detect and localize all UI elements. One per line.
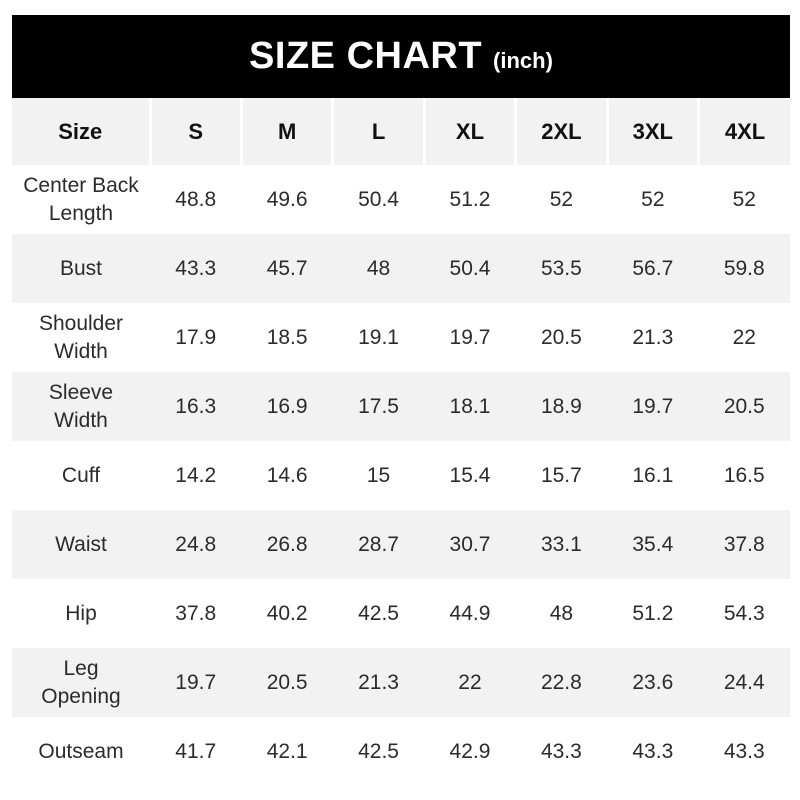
size-value-cell: 22.8 [515,648,608,717]
size-table-body: Center Back Length 48.8 49.6 50.4 51.2 52 52 52… [12,165,790,786]
size-value-cell: 51.2 [424,165,516,234]
table-row: Sleeve Width 16.3 16.9 17.5 18.1 18.9 19.7 20.5 [12,372,790,441]
size-value-cell: 52 [607,165,699,234]
size-value-cell: 43.3 [515,717,608,786]
size-value-cell: 26.8 [241,510,333,579]
size-value-cell: 42.5 [332,717,425,786]
size-value-cell: 15.4 [424,441,516,510]
size-value-cell: 20.5 [698,372,790,441]
size-value-cell: 30.7 [424,510,516,579]
column-header-3xl: 3XL [607,98,701,165]
size-value-cell: 49.6 [241,165,333,234]
size-table: Size S M L XL 2XL 3XL 4XL Center Back Length 48.… [12,98,790,786]
header-row: Size S M L XL 2XL 3XL 4XL [12,98,790,165]
size-value-cell: 44.9 [424,579,516,648]
row-label: Sleeve Width [12,372,150,441]
row-label: Center Back Length [12,165,150,234]
size-value-cell: 48 [515,579,608,648]
size-value-cell: 23.6 [607,648,699,717]
size-value-cell: 43.3 [150,234,242,303]
table-row: Outseam 41.7 42.1 42.5 42.9 43.3 43.3 43.3 [12,717,790,786]
size-value-cell: 21.3 [607,303,699,372]
size-value-cell: 54.3 [698,579,790,648]
size-value-cell: 16.9 [241,372,333,441]
column-header-size: Size [12,98,152,165]
size-value-cell: 45.7 [241,234,333,303]
row-label: Cuff [12,441,150,510]
table-row: Center Back Length 48.8 49.6 50.4 51.2 52 52 52 [12,165,790,234]
table-row: Hip 37.8 40.2 42.5 44.9 48 51.2 54.3 [12,579,790,648]
size-value-cell: 19.7 [424,303,516,372]
size-value-cell: 35.4 [607,510,699,579]
size-value-cell: 50.4 [332,165,425,234]
size-value-cell: 52 [698,165,790,234]
column-header-s: S [150,98,243,165]
size-value-cell: 41.7 [150,717,242,786]
size-value-cell: 33.1 [515,510,608,579]
table-row: Cuff 14.2 14.6 15 15.4 15.7 16.1 16.5 [12,441,790,510]
size-value-cell: 37.8 [150,579,242,648]
size-value-cell: 22 [698,303,790,372]
size-value-cell: 50.4 [424,234,516,303]
column-header-l: L [332,98,426,165]
size-value-cell: 16.3 [150,372,242,441]
title-bar: SIZE CHART (inch) [12,15,790,98]
size-value-cell: 16.5 [698,441,790,510]
size-value-cell: 48 [332,234,425,303]
row-label: Waist [12,510,150,579]
size-value-cell: 42.9 [424,717,516,786]
size-value-cell: 43.3 [607,717,699,786]
column-header-2xl: 2XL [515,98,609,165]
size-value-cell: 37.8 [698,510,790,579]
size-value-cell: 15.7 [515,441,608,510]
size-value-cell: 24.4 [698,648,790,717]
size-value-cell: 42.5 [332,579,425,648]
size-value-cell: 42.1 [241,717,333,786]
size-value-cell: 56.7 [607,234,699,303]
size-value-cell: 20.5 [241,648,333,717]
size-value-cell: 19.7 [607,372,699,441]
size-value-cell: 21.3 [332,648,425,717]
row-label: Shoulder Width [12,303,150,372]
size-table-head: Size S M L XL 2XL 3XL 4XL [12,98,790,165]
size-value-cell: 19.1 [332,303,425,372]
size-value-cell: 53.5 [515,234,608,303]
page-title: SIZE CHART [249,35,483,77]
size-value-cell: 14.2 [150,441,242,510]
column-header-4xl: 4XL [698,98,790,165]
table-row: Leg Opening 19.7 20.5 21.3 22 22.8 23.6 24.4 [12,648,790,717]
size-value-cell: 22 [424,648,516,717]
table-row: Waist 24.8 26.8 28.7 30.7 33.1 35.4 37.8 [12,510,790,579]
row-label: Leg Opening [12,648,150,717]
size-value-cell: 17.5 [332,372,425,441]
size-value-cell: 43.3 [698,717,790,786]
size-value-cell: 24.8 [150,510,242,579]
row-label: Bust [12,234,150,303]
size-value-cell: 16.1 [607,441,699,510]
row-label: Outseam [12,717,150,786]
size-value-cell: 18.9 [515,372,608,441]
row-label: Hip [12,579,150,648]
size-value-cell: 48.8 [150,165,242,234]
size-value-cell: 52 [515,165,608,234]
column-header-m: M [241,98,335,165]
size-value-cell: 17.9 [150,303,242,372]
size-value-cell: 15 [332,441,425,510]
size-value-cell: 18.1 [424,372,516,441]
table-row: Shoulder Width 17.9 18.5 19.1 19.7 20.5 21.3 22 [12,303,790,372]
table-row: Bust 43.3 45.7 48 50.4 53.5 56.7 59.8 [12,234,790,303]
size-value-cell: 19.7 [150,648,242,717]
size-value-cell: 20.5 [515,303,608,372]
size-value-cell: 14.6 [241,441,333,510]
size-value-cell: 59.8 [698,234,790,303]
column-header-xl: XL [424,98,518,165]
unit-label: (inch) [493,48,553,73]
size-value-cell: 18.5 [241,303,333,372]
size-value-cell: 40.2 [241,579,333,648]
size-value-cell: 28.7 [332,510,425,579]
size-value-cell: 51.2 [607,579,699,648]
